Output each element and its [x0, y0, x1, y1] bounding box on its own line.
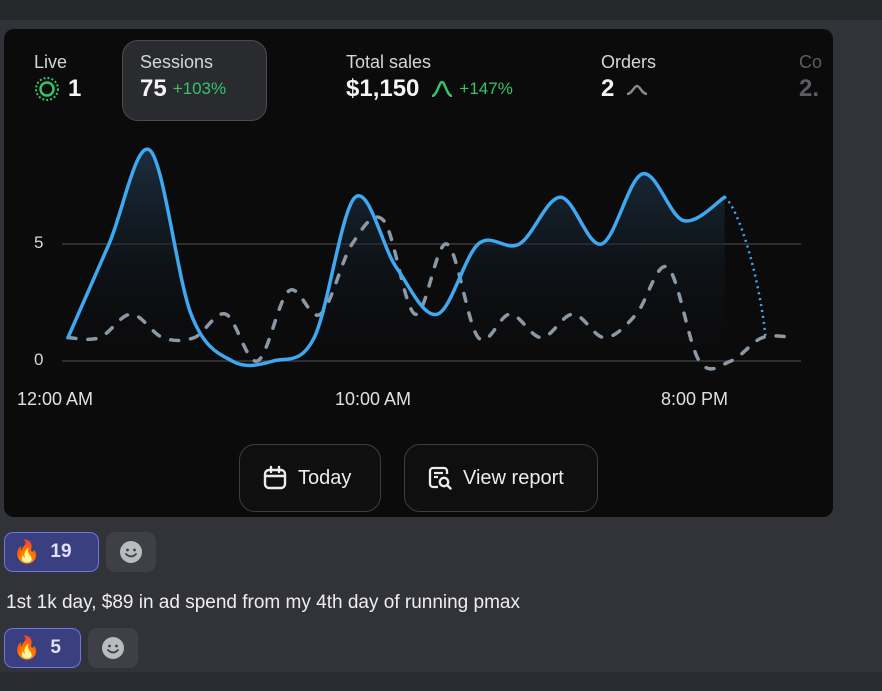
conversion-value: 2.: [799, 75, 820, 102]
x-tick-12am: 12:00 AM: [17, 389, 94, 409]
sessions-series-line: [66, 147, 727, 368]
fire-emoji-icon: 🔥: [13, 635, 41, 660]
add-reaction-button-2[interactable]: [88, 628, 138, 668]
total-sales-change: +147%: [459, 79, 513, 98]
calendar-icon: [263, 465, 287, 490]
add-reaction-smiley-icon: [120, 541, 142, 563]
today-button[interactable]: Today: [239, 444, 381, 512]
sessions-line-chart: [62, 147, 801, 371]
orders-sparkline-icon: [627, 84, 648, 95]
view-report-button[interactable]: View report: [404, 444, 598, 512]
orders-label: Orders: [601, 52, 657, 72]
comparison-series-line: [66, 215, 796, 371]
total-sales-label: Total sales: [346, 52, 432, 72]
fire-reaction-2[interactable]: 🔥 5: [4, 628, 81, 668]
report-search-icon: [428, 466, 452, 490]
sales-sparkline-icon: [432, 81, 453, 97]
live-value: 1: [68, 75, 82, 102]
view-report-button-label: View report: [463, 466, 564, 489]
live-pulse-icon: [35, 77, 59, 101]
top-bar: [0, 0, 882, 20]
live-metric[interactable]: Live 1: [34, 51, 81, 103]
conversion-label: Co: [799, 52, 823, 72]
message-text: 1st 1k day, $89 in ad spend from my 4th …: [6, 592, 520, 613]
y-tick-5: 5: [34, 233, 44, 252]
fire-reaction-count: 5: [50, 637, 61, 658]
today-button-label: Today: [298, 466, 352, 489]
sessions-metric[interactable]: Sessions 75 +103%: [140, 51, 226, 103]
bottom-bar: [0, 672, 882, 691]
total-sales-metric[interactable]: Total sales $1,150 +147%: [346, 51, 513, 103]
sessions-projection-line: [723, 196, 767, 338]
live-label: Live: [34, 52, 68, 72]
fire-emoji-icon: 🔥: [13, 539, 41, 564]
sessions-value: 75: [140, 75, 167, 102]
sessions-selected-box[interactable]: [122, 40, 267, 121]
add-reaction-smiley-icon: [102, 637, 124, 659]
sessions-area-fill: [68, 149, 725, 366]
analytics-card: Live 1 Sessions 75 +103% Total sales $1,…: [4, 29, 833, 517]
fire-reaction-1[interactable]: 🔥 19: [4, 532, 99, 572]
x-tick-10am: 10:00 AM: [335, 389, 412, 409]
fire-reaction-count: 19: [50, 541, 72, 562]
orders-metric[interactable]: Orders 2: [601, 51, 656, 103]
x-tick-8pm: 8:00 PM: [661, 389, 729, 409]
conversion-metric[interactable]: Co 2.: [799, 51, 822, 103]
sessions-label: Sessions: [140, 52, 214, 72]
total-sales-value: $1,150: [346, 75, 420, 102]
add-reaction-button-1[interactable]: [106, 532, 156, 572]
sessions-change: +103%: [172, 79, 227, 98]
orders-value: 2: [601, 75, 615, 102]
y-tick-0: 0: [34, 350, 44, 369]
